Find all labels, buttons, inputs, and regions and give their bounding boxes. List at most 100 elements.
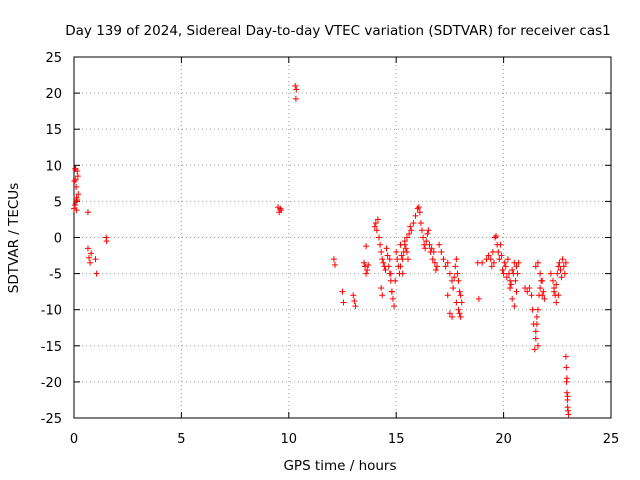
y-tick-label: -15: [41, 340, 62, 355]
data-point: [397, 263, 404, 270]
data-point: [278, 207, 285, 214]
data-point: [539, 292, 546, 299]
data-point: [418, 227, 425, 234]
data-point: [508, 281, 515, 288]
data-points: [71, 82, 572, 418]
data-point: [293, 86, 300, 93]
data-point: [458, 299, 465, 306]
data-point: [515, 259, 522, 266]
data-point: [537, 285, 544, 292]
data-point: [499, 266, 506, 273]
data-point: [406, 230, 413, 237]
data-point: [490, 259, 497, 266]
data-point: [554, 270, 561, 277]
data-point: [475, 295, 482, 302]
data-point: [92, 256, 99, 263]
x-tick-label: 10: [281, 432, 298, 447]
data-point: [401, 238, 408, 245]
data-point: [513, 263, 520, 270]
data-point: [378, 285, 385, 292]
data-point: [384, 252, 391, 259]
data-point: [378, 248, 385, 255]
data-point: [541, 295, 548, 302]
data-point: [376, 234, 383, 241]
x-axis-label: GPS time / hours: [283, 458, 396, 474]
data-point: [392, 277, 399, 284]
data-point: [446, 270, 453, 277]
x-tick-labels: 0 5 10 15 20 25: [70, 432, 619, 447]
data-point: [428, 245, 435, 252]
data-point: [340, 299, 347, 306]
data-point: [507, 285, 514, 292]
data-point: [512, 277, 519, 284]
data-point: [488, 263, 495, 270]
data-point: [457, 313, 464, 320]
data-point: [487, 256, 494, 263]
data-point: [423, 238, 430, 245]
data-point: [555, 292, 562, 299]
data-point: [74, 173, 81, 180]
data-point: [493, 233, 500, 240]
data-point: [407, 223, 414, 230]
data-point: [73, 207, 80, 214]
data-point: [454, 270, 461, 277]
y-tick-label: 0: [54, 232, 62, 247]
data-point: [399, 256, 406, 263]
data-point: [511, 303, 518, 310]
data-point: [374, 216, 381, 223]
data-point: [532, 335, 539, 342]
data-point: [562, 353, 569, 360]
data-point: [539, 277, 546, 284]
data-point: [534, 306, 541, 313]
data-point: [405, 256, 412, 263]
data-point: [524, 288, 531, 295]
x-tick-label: 25: [603, 432, 620, 447]
data-point: [442, 263, 449, 270]
data-point: [363, 270, 370, 277]
data-point: [386, 256, 393, 263]
data-point: [331, 261, 338, 268]
data-point: [540, 288, 547, 295]
data-point: [403, 234, 410, 241]
data-point: [399, 270, 406, 277]
data-point: [497, 241, 504, 248]
data-point: [449, 277, 456, 284]
data-point: [563, 375, 570, 382]
data-point: [560, 263, 567, 270]
data-point: [509, 266, 516, 273]
data-point: [513, 288, 520, 295]
data-point: [72, 176, 79, 183]
data-point: [556, 259, 563, 266]
data-point: [373, 227, 380, 234]
data-point: [74, 168, 81, 175]
y-axis-label: SDTVAR / TECUs: [6, 183, 22, 293]
y-tick-label: 20: [45, 87, 62, 102]
data-point: [564, 393, 571, 400]
data-point: [532, 328, 539, 335]
data-point: [533, 321, 540, 328]
data-point: [398, 252, 405, 259]
data-point: [388, 288, 395, 295]
data-point: [529, 306, 536, 313]
data-point: [440, 256, 447, 263]
data-point: [495, 248, 502, 255]
x-tick-label: 20: [495, 432, 512, 447]
data-point: [565, 411, 572, 418]
data-point: [292, 95, 299, 102]
data-point: [453, 299, 460, 306]
data-point: [452, 263, 459, 270]
data-point: [292, 82, 299, 89]
data-point: [71, 178, 78, 185]
data-point: [432, 266, 439, 273]
data-point: [563, 389, 570, 396]
data-point: [479, 259, 486, 266]
data-point: [416, 209, 423, 216]
data-point: [496, 256, 503, 263]
data-point: [456, 310, 463, 317]
data-point: [450, 285, 457, 292]
data-point: [492, 234, 499, 241]
data-point: [514, 270, 521, 277]
data-point: [88, 250, 95, 257]
data-point: [534, 342, 541, 349]
